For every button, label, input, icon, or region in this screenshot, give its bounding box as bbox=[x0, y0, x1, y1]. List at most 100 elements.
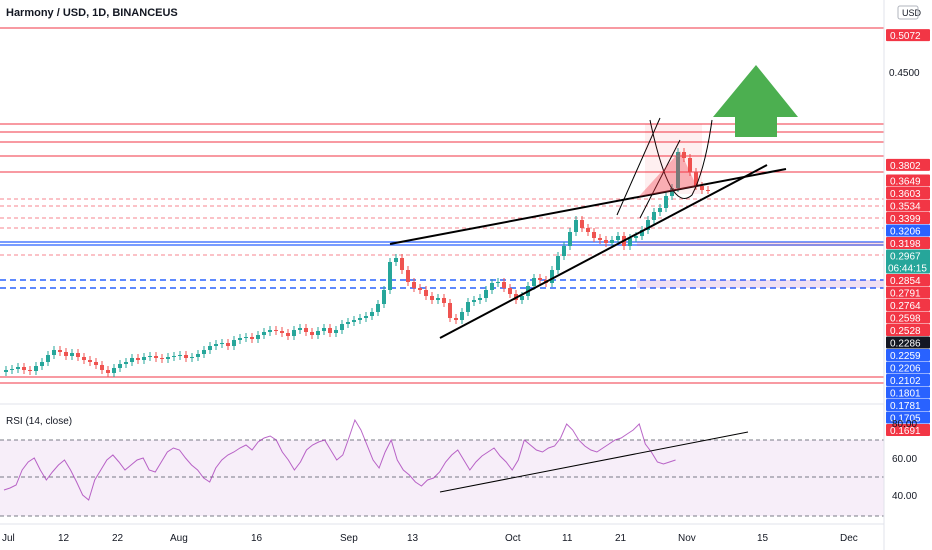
candle bbox=[178, 355, 182, 356]
candle bbox=[130, 358, 134, 362]
price-tag: 0.2764 bbox=[886, 298, 930, 312]
candle bbox=[118, 364, 122, 368]
candle bbox=[58, 350, 62, 352]
candle bbox=[688, 158, 692, 172]
price-tag: 0.2206 bbox=[886, 361, 930, 374]
candle bbox=[214, 344, 218, 346]
candle bbox=[370, 312, 374, 316]
candle bbox=[166, 357, 170, 359]
rsi-label: RSI (14, close) bbox=[6, 416, 72, 427]
candle bbox=[478, 298, 482, 300]
candle bbox=[136, 358, 140, 360]
price-tag-label: 0.2102 bbox=[890, 376, 921, 387]
candle bbox=[388, 262, 392, 290]
candle bbox=[682, 152, 686, 158]
price-tag-label: 0.2854 bbox=[890, 276, 921, 287]
candle bbox=[70, 353, 74, 356]
currency-box[interactable] bbox=[897, 5, 919, 20]
time-tick: 13 bbox=[407, 533, 419, 544]
candle bbox=[298, 328, 302, 330]
candle bbox=[262, 332, 266, 335]
candle bbox=[184, 355, 188, 358]
price-tag-label: 0.3603 bbox=[890, 189, 921, 200]
resistance-zone bbox=[637, 242, 884, 246]
candle bbox=[412, 282, 416, 288]
time-tick: 21 bbox=[615, 533, 627, 544]
currency-label: USD bbox=[902, 8, 922, 18]
candle bbox=[340, 324, 344, 330]
candle bbox=[76, 353, 80, 357]
support-zone bbox=[637, 280, 884, 288]
price-tag-label: 0.2764 bbox=[890, 301, 921, 312]
price-tag: 0.3206 bbox=[886, 224, 930, 237]
price-tag: 0.2854 bbox=[886, 273, 930, 287]
candle bbox=[490, 283, 494, 290]
candle bbox=[4, 370, 8, 372]
candle bbox=[172, 356, 176, 357]
candle bbox=[268, 330, 272, 332]
candle bbox=[418, 288, 422, 290]
price-tag-label: 0.1801 bbox=[890, 388, 921, 399]
candle bbox=[52, 350, 56, 355]
price-tag-label: 0.5072 bbox=[890, 31, 921, 42]
candle bbox=[346, 322, 350, 324]
resistance-levels bbox=[0, 27, 884, 384]
candle bbox=[154, 356, 158, 358]
wedge-lines bbox=[616, 117, 713, 219]
candle bbox=[394, 258, 398, 262]
price-tag: 0.2791 bbox=[886, 286, 930, 299]
candle bbox=[226, 343, 230, 346]
candle bbox=[142, 357, 146, 360]
rsi-line bbox=[3, 418, 676, 501]
candle bbox=[94, 362, 98, 365]
price-tag-label: 0.2967 bbox=[890, 251, 921, 262]
candle bbox=[694, 172, 698, 186]
candle bbox=[658, 208, 662, 212]
candle bbox=[706, 190, 710, 191]
candle bbox=[16, 367, 20, 369]
candle bbox=[208, 346, 212, 350]
candle bbox=[106, 370, 110, 373]
candle bbox=[190, 357, 194, 358]
candle bbox=[124, 362, 128, 364]
candle bbox=[454, 318, 458, 320]
candle bbox=[580, 220, 584, 228]
candle bbox=[64, 352, 68, 356]
up-arrow-icon bbox=[713, 65, 798, 137]
candle bbox=[670, 188, 674, 196]
candle bbox=[520, 296, 524, 300]
candle bbox=[664, 196, 668, 208]
price-tag-label: 0.2528 bbox=[890, 326, 921, 337]
price-tag: 0.5072 bbox=[886, 29, 930, 42]
candle bbox=[160, 358, 164, 359]
candle bbox=[574, 220, 578, 232]
rsi-tick-60: 60.00 bbox=[892, 454, 917, 465]
candle bbox=[274, 330, 278, 331]
candle bbox=[202, 350, 206, 354]
price-tag-label: 0.3649 bbox=[890, 176, 921, 187]
highlight-price-tag: 0.2286 bbox=[886, 336, 930, 349]
candle bbox=[10, 369, 14, 370]
price-tag: 0.2598 bbox=[886, 311, 930, 324]
rsi-band bbox=[0, 440, 884, 516]
candle bbox=[400, 258, 404, 270]
price-tag-label: 0.2286 bbox=[890, 338, 921, 349]
candle bbox=[322, 328, 326, 331]
candle bbox=[448, 303, 452, 318]
price-tag: 0.1691 bbox=[886, 423, 930, 437]
candle bbox=[22, 367, 26, 370]
candle bbox=[430, 296, 434, 300]
candle bbox=[640, 230, 644, 236]
price-tag: 0.1801 bbox=[886, 386, 930, 399]
candle bbox=[562, 246, 566, 256]
candle bbox=[496, 282, 500, 283]
candle bbox=[598, 238, 602, 240]
price-tag-label: 0.3534 bbox=[890, 201, 921, 212]
rsi-tick-40: 40.00 bbox=[892, 491, 917, 502]
triangle-pattern bbox=[638, 151, 697, 197]
candle bbox=[628, 238, 632, 246]
candle bbox=[148, 356, 152, 357]
